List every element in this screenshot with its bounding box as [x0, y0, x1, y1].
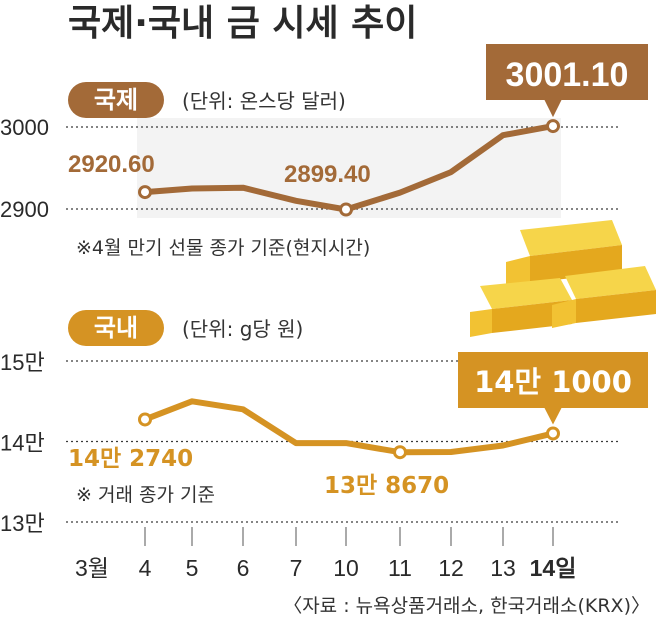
data-point	[138, 412, 152, 427]
data-label: 14만 2740	[68, 446, 193, 472]
domestic-panel: 국내 (단위: g당 원) ※ 거래 종가 기준 15만 14만 13만 14만 27…	[0, 310, 648, 536]
data-label: 2920.60	[68, 151, 155, 178]
domestic-badge	[68, 310, 164, 346]
international-badge-label: 국제	[94, 86, 138, 114]
data-point	[546, 119, 560, 134]
callout-label: 14만 1000	[474, 365, 632, 399]
data-point	[546, 426, 560, 441]
y-tick-label: 13만	[0, 511, 45, 536]
international-panel: 국제 (단위: 온스당 달러) ※4월 만기 선물 종가 기준(현지시간) 30…	[0, 44, 648, 259]
data-label: 2899.40	[284, 161, 371, 188]
data-label: 13만 8670	[324, 473, 449, 499]
domestic-series-line	[142, 398, 556, 456]
callout-label: 3001.10	[506, 56, 629, 94]
y-tick-label: 3000	[0, 115, 49, 140]
callout-pointer	[544, 99, 562, 118]
y-tick-label: 2900	[0, 197, 49, 222]
international-badge	[68, 82, 164, 118]
callout-box	[486, 44, 648, 100]
international-plot: 3000 2900 2920.60 2899.40 3001.10	[0, 44, 648, 222]
x-tick-label: 14일	[530, 555, 577, 581]
international-unit: (단위: 온스당 달러)	[182, 89, 346, 113]
domestic-unit: (단위: g당 원)	[182, 317, 303, 341]
callout-box	[458, 352, 648, 408]
y-tick-label: 15만	[0, 350, 45, 375]
domestic-plot: 15만 14만 13만 14만 2740 13만 8670 14만 1000	[0, 350, 648, 536]
domestic-badge-label: 국내	[94, 314, 138, 342]
x-tick-label: 10	[333, 555, 359, 581]
data-point	[393, 445, 407, 460]
x-tick-label: 6	[237, 555, 250, 581]
x-axis: 3월 4 5 6 7 10 11 12 13 14일	[75, 527, 576, 581]
x-tick-label: 13	[490, 555, 516, 581]
international-note: ※4월 만기 선물 종가 기준(현지시간)	[76, 237, 370, 259]
x-tick-label: 12	[438, 555, 464, 581]
x-tick-label: 3월	[75, 555, 109, 581]
x-tick-label: 11	[388, 555, 412, 581]
data-point	[138, 185, 152, 200]
x-tick-label: 4	[139, 555, 152, 581]
x-tick-label: 5	[186, 555, 199, 581]
callout-pointer	[544, 407, 562, 425]
source-note: 〈자료 : 뉴욕상품거래소, 한국거래소(KRX)〉	[283, 595, 650, 617]
gold-bars-illustration	[470, 220, 656, 337]
x-tick-label: 7	[290, 555, 303, 581]
domestic-note: ※ 거래 종가 기준	[76, 484, 215, 506]
data-point	[339, 202, 353, 217]
chart-title: 국제·국내 금 시세 추이	[68, 3, 417, 44]
plot-band	[137, 118, 561, 218]
y-tick-label: 14만	[0, 431, 45, 456]
